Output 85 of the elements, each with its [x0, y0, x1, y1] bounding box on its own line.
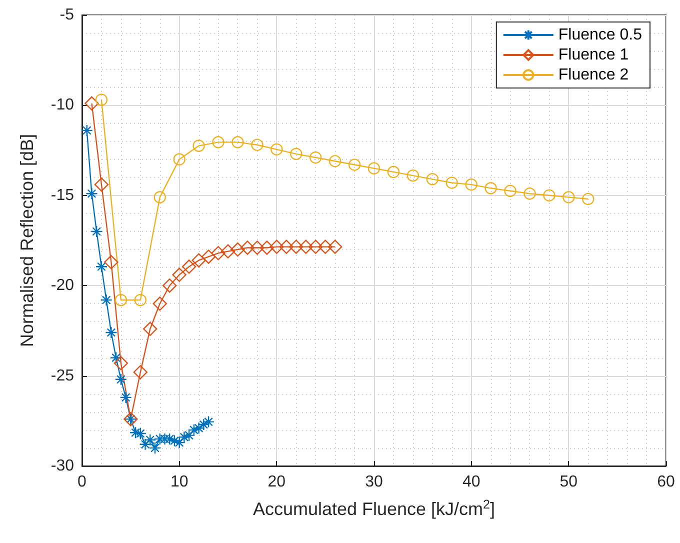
point: [308, 240, 323, 254]
point: [387, 166, 400, 178]
legend-label: Fluence 0.5: [558, 26, 642, 44]
point: [188, 424, 200, 436]
point: [182, 260, 196, 274]
point: [426, 173, 438, 186]
point: [192, 140, 205, 152]
x-tick-label: 30: [365, 474, 383, 490]
point: [94, 177, 109, 192]
point: [86, 187, 98, 200]
point: [250, 240, 264, 255]
point: [114, 294, 128, 306]
x-tick-label: 20: [268, 474, 286, 490]
point: [230, 242, 245, 257]
point: [100, 294, 112, 306]
point: [110, 352, 122, 364]
point: [465, 178, 478, 191]
point: [260, 240, 274, 255]
point: [192, 253, 206, 268]
point: [562, 191, 575, 204]
point: [90, 225, 103, 238]
point: [80, 124, 93, 137]
point: [406, 169, 420, 182]
point: [120, 391, 132, 404]
point: [368, 162, 380, 174]
point: [202, 416, 215, 428]
point: [270, 240, 284, 254]
point: [172, 268, 186, 282]
point: [328, 240, 342, 254]
point: [543, 189, 556, 202]
point: [143, 322, 158, 336]
point: [154, 191, 166, 204]
point: [211, 246, 226, 260]
point: [582, 192, 594, 206]
point: [348, 158, 361, 171]
point: [152, 296, 167, 311]
point: [220, 244, 236, 258]
point: [182, 429, 196, 442]
point: [270, 143, 283, 156]
legend-label: Fluence 2: [558, 66, 629, 84]
y-axis-title: Normalised Reflection [dB]: [17, 134, 37, 348]
point: [232, 136, 244, 148]
point: [310, 151, 322, 164]
point: [148, 442, 162, 454]
point: [139, 438, 152, 450]
y-tick-label: -5: [60, 6, 74, 24]
point: [84, 96, 99, 110]
point: [328, 155, 342, 168]
point: [290, 148, 302, 160]
y-tick-label: -20: [50, 277, 74, 294]
point: [162, 278, 177, 293]
point: [134, 294, 146, 306]
point: [298, 240, 313, 254]
point: [105, 326, 118, 339]
point: [104, 255, 118, 270]
y-tick-label: -30: [50, 458, 74, 474]
y-tick-label: -15: [50, 186, 74, 204]
point: [524, 188, 536, 200]
point: [114, 373, 128, 386]
y-tick-label: -10: [50, 96, 74, 114]
point: [240, 240, 255, 255]
y-tick-label: -25: [50, 367, 74, 384]
x-tick-label: 60: [657, 474, 675, 490]
point: [192, 422, 205, 434]
legend-label: Fluence 1: [558, 46, 629, 64]
x-tick-label: 50: [560, 474, 578, 490]
point: [133, 365, 148, 380]
point: [114, 356, 128, 370]
point: [201, 250, 216, 264]
point: [318, 240, 332, 254]
point: [279, 240, 294, 254]
point: [446, 176, 458, 189]
x-tick-label: 40: [462, 474, 480, 490]
point: [178, 431, 190, 444]
point: [144, 434, 156, 446]
point: [504, 184, 516, 197]
x-tick-label: 10: [170, 474, 188, 490]
point: [212, 136, 224, 148]
point: [289, 240, 304, 254]
point: [173, 153, 186, 166]
point: [484, 182, 497, 194]
x-tick-label: 0: [78, 474, 87, 490]
point: [95, 260, 108, 273]
point: [95, 94, 108, 106]
point: [251, 138, 264, 151]
